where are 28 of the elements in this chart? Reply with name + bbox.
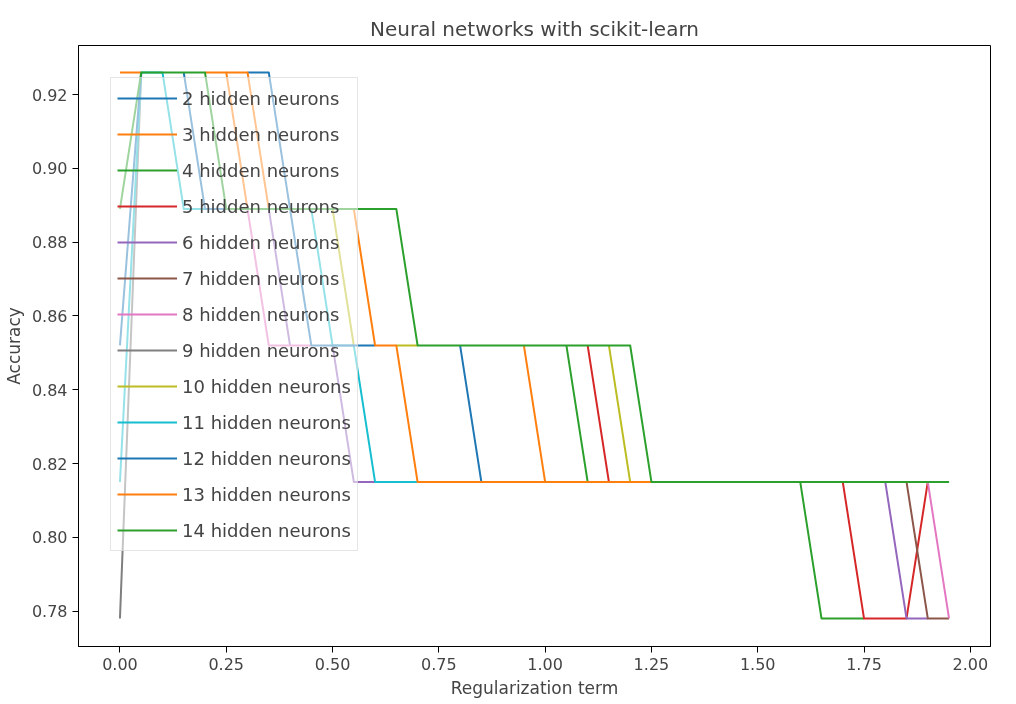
legend-label: 11 hidden neurons — [182, 410, 351, 435]
y-tick-label: 0.80 — [31, 528, 68, 548]
x-tick-label: 0.75 — [421, 654, 457, 674]
legend-label: 6 hidden neurons — [182, 230, 340, 255]
x-tick-label: 0.00 — [102, 654, 138, 674]
x-tick-label: 1.00 — [527, 654, 563, 674]
legend-label: 8 hidden neurons — [182, 302, 340, 327]
x-axis-title: Regularization term — [450, 677, 619, 698]
chart-title: Neural networks with scikit-learn — [370, 16, 699, 41]
y-tick-label: 0.84 — [31, 380, 68, 400]
y-tick-label: 0.78 — [31, 602, 68, 622]
x-tick-label: 1.25 — [633, 654, 670, 674]
y-tick-label: 0.88 — [31, 233, 68, 253]
legend-label: 9 hidden neurons — [182, 338, 340, 363]
legend-label: 13 hidden neurons — [182, 482, 351, 507]
y-tick-label: 0.90 — [31, 159, 68, 179]
y-axis-title: Accuracy — [3, 307, 24, 385]
legend-label: 10 hidden neurons — [182, 374, 351, 399]
y-tick-label: 0.92 — [31, 85, 68, 105]
x-tick-label: 0.50 — [314, 654, 351, 674]
x-tick-label: 0.25 — [208, 654, 245, 674]
legend-label: 12 hidden neurons — [182, 446, 351, 471]
y-tick-label: 0.86 — [31, 306, 68, 326]
x-tick-label: 2.00 — [952, 654, 989, 674]
x-tick-label: 1.50 — [739, 654, 776, 674]
x-tick-label: 1.75 — [846, 654, 882, 674]
legend-label: 14 hidden neurons — [182, 518, 351, 543]
y-tick-label: 0.82 — [31, 454, 68, 474]
